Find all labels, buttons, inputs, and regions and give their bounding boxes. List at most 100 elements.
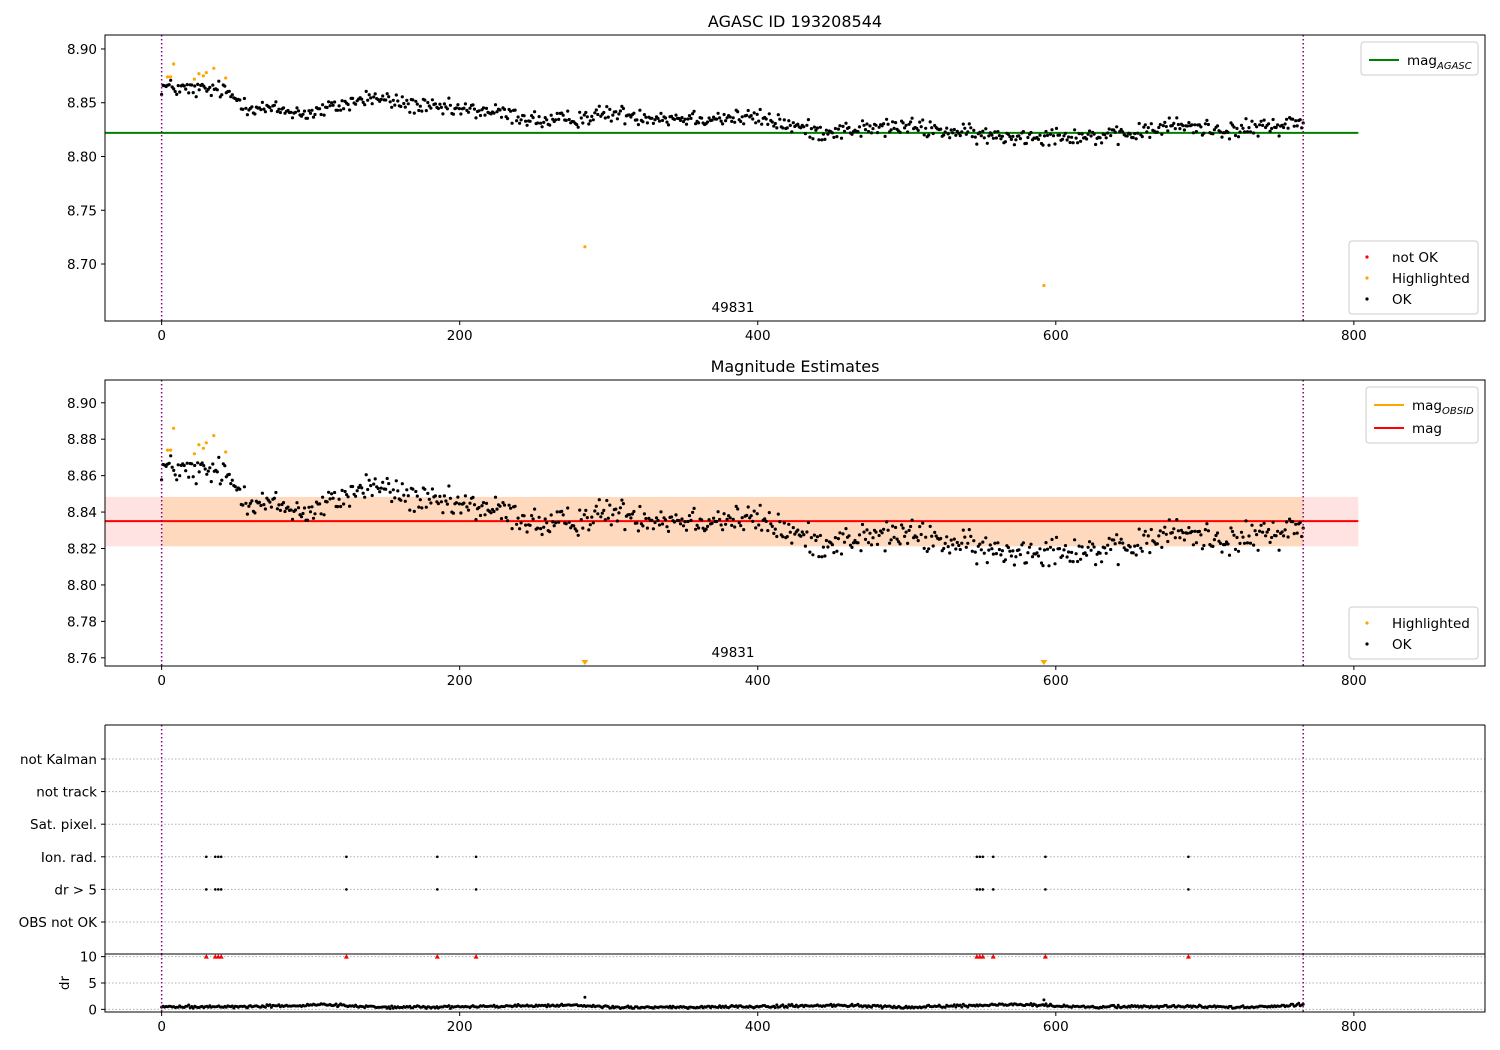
- estimates-ok-point: [1077, 544, 1081, 548]
- agasc-ok-point: [173, 89, 177, 94]
- agasc-panel: AGASC ID 193208544 0 200 400 600 800 8.70 8.75…: [67, 12, 1486, 344]
- agasc-ok-point: [411, 98, 415, 102]
- estimates-x-tick-label: 200: [447, 673, 473, 689]
- estimates-ok-point: [614, 507, 618, 511]
- agasc-ok-point: [1131, 136, 1135, 140]
- agasc-ok-point: [961, 122, 965, 126]
- agasc-ok-point: [185, 83, 189, 87]
- agasc-ok-point: [781, 126, 785, 130]
- agasc-ok-point: [928, 120, 932, 124]
- estimates-ok-point: [909, 524, 913, 529]
- estimates-ok-point: [175, 478, 179, 482]
- estimates-ok-point: [951, 543, 955, 547]
- estimates-ok-point: [361, 491, 365, 495]
- estimates-ok-point: [1295, 531, 1299, 535]
- estimates-ok-point: [758, 503, 762, 507]
- agasc-line-legend[interactable]: magAGASC: [1360, 41, 1479, 76]
- estimates-ok-point: [916, 539, 920, 543]
- agasc-ok-point: [892, 126, 896, 130]
- estimates-ok-point: [370, 493, 374, 498]
- agasc-ok-point: [718, 116, 722, 120]
- agasc-ok-point: [454, 106, 458, 110]
- estimates-ok-point: [841, 532, 845, 536]
- agasc-ok-point: [1227, 137, 1232, 141]
- flags-point: [205, 888, 208, 891]
- agasc-ok-point: [1012, 143, 1017, 147]
- agasc-ok-point: [275, 110, 279, 114]
- estimates-ok-point: [725, 517, 729, 522]
- agasc-highlighted-point: [1042, 283, 1046, 288]
- agasc-point-legend[interactable]: not OK Highlighted OK: [1348, 240, 1479, 315]
- estimates-ok-point: [1038, 547, 1042, 551]
- estimates-ok-point: [579, 518, 583, 522]
- dr-point: [781, 1003, 785, 1007]
- agasc-ok-point: [471, 103, 475, 107]
- estimates-ok-point: [504, 515, 508, 520]
- estimates-ok-point: [686, 519, 690, 524]
- agasc-ok-point: [966, 130, 970, 134]
- estimates-ok-point: [707, 518, 711, 522]
- estimates-ok-point: [299, 515, 304, 519]
- estimates-ok-point: [1245, 541, 1250, 545]
- estimates-ok-point: [657, 523, 662, 527]
- agasc-ok-point: [1215, 124, 1220, 128]
- agasc-ok-point: [525, 123, 529, 127]
- agasc-ok-point: [1107, 127, 1111, 131]
- estimates-ok-point: [1042, 548, 1047, 552]
- estimates-ok-point: [697, 526, 701, 530]
- agasc-ok-point: [997, 134, 1002, 138]
- agasc-ok-point: [653, 118, 657, 122]
- agasc-ok-point: [190, 83, 194, 87]
- estimates-ok-point: [728, 516, 732, 520]
- agasc-ok-point: [502, 107, 507, 111]
- estimates-ok-point: [922, 546, 926, 551]
- estimates-ok-point: [1232, 533, 1236, 537]
- estimates-ok-point: [1285, 520, 1289, 524]
- estimates-ok-point: [355, 489, 359, 493]
- agasc-ok-point: [954, 133, 958, 137]
- estimates-ok-point: [1014, 555, 1018, 559]
- estimates-ok-point: [366, 487, 370, 492]
- dr-clipped-marker: [203, 954, 209, 959]
- agasc-ok-point: [826, 132, 830, 136]
- agasc-ok-point: [776, 113, 780, 117]
- estimates-ok-point: [445, 502, 449, 506]
- estimates-point-legend[interactable]: Highlighted OK: [1348, 606, 1479, 660]
- estimates-ok-point: [654, 516, 659, 520]
- agasc-ok-point: [1142, 125, 1146, 129]
- agasc-ok-point: [402, 101, 406, 106]
- agasc-ok-point: [672, 117, 677, 121]
- estimates-ok-point: [1065, 555, 1069, 559]
- estimates-ok-point: [373, 477, 377, 481]
- estimates-ok-point: [415, 494, 419, 498]
- agasc-ok-point: [919, 125, 923, 129]
- agasc-ok-point: [331, 103, 335, 107]
- estimates-ok-point: [433, 494, 437, 498]
- estimates-ok-point: [1288, 517, 1292, 521]
- agasc-ok-point: [882, 122, 886, 126]
- agasc-ok-point: [860, 119, 865, 123]
- estimates-ok-point: [539, 527, 543, 531]
- estimates-ok-point: [369, 484, 373, 488]
- estimates-ok-point: [525, 530, 529, 534]
- estimates-ok-point: [531, 517, 535, 521]
- estimates-ok-point: [934, 534, 938, 538]
- agasc-ok-point: [1161, 124, 1165, 128]
- estimates-ok-point: [274, 490, 278, 495]
- estimates-highlighted-point: [172, 426, 176, 430]
- agasc-ok-point: [399, 104, 403, 109]
- agasc-highlighted-point: [166, 75, 170, 79]
- agasc-ok-point: [175, 92, 179, 96]
- estimates-ok-point: [1051, 548, 1056, 552]
- agasc-ok-point: [970, 135, 974, 139]
- flags-point: [345, 855, 348, 859]
- dr-point: [773, 1006, 777, 1010]
- agasc-ok-point: [593, 111, 597, 115]
- estimates-ok-point: [656, 518, 660, 523]
- agasc-ok-point: [821, 132, 826, 136]
- estimates-ok-point: [1053, 562, 1057, 566]
- estimates-ok-point: [632, 509, 636, 514]
- estimates-ok-point: [502, 503, 507, 507]
- agasc-ok-point: [1212, 128, 1216, 132]
